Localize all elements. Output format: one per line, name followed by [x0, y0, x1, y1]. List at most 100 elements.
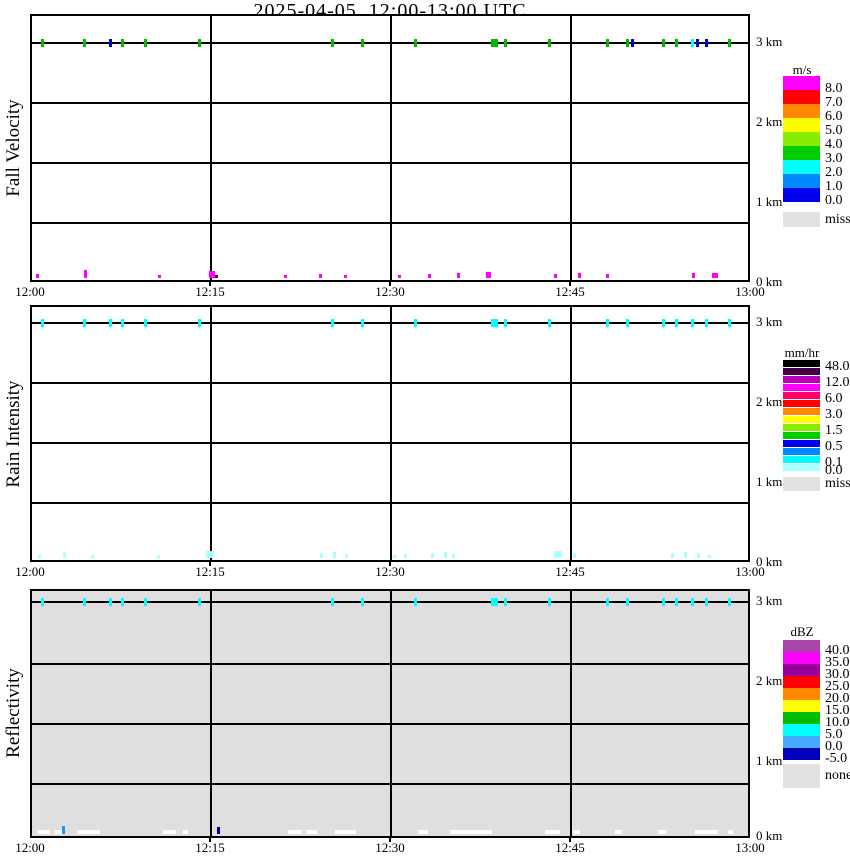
x-tick — [569, 282, 571, 286]
data-mark-3km — [728, 319, 732, 327]
colorbar-cell — [783, 368, 820, 375]
colorbar-tick-label: 0.5 — [825, 439, 843, 454]
time-tick-label: 12:30 — [375, 564, 405, 579]
data-mark-3km — [197, 39, 201, 47]
colorbar-cell — [783, 400, 820, 407]
colorbar-cell — [783, 424, 820, 431]
data-mark-0km — [393, 555, 397, 558]
data-mark-3km — [120, 319, 124, 327]
x-tick — [389, 562, 391, 566]
data-mark-3km — [728, 598, 732, 606]
gridline-1245 — [570, 16, 572, 280]
data-mark-3km — [360, 598, 364, 606]
height-tick-label: 0 km — [756, 554, 783, 569]
data-mark-0km — [284, 275, 288, 278]
gridline-1245 — [570, 307, 572, 560]
data-mark-0km — [90, 555, 94, 558]
colorbar-cell — [783, 640, 820, 652]
data-segment — [76, 830, 100, 834]
data-segment — [288, 830, 303, 834]
data-mark-3km — [662, 319, 666, 327]
height-tick-label: 0 km — [756, 274, 783, 289]
data-mark-0km — [344, 275, 348, 278]
data-mark-3km — [695, 39, 699, 47]
gridline-1215 — [210, 591, 212, 836]
data-mark-0km — [554, 274, 558, 278]
data-mark-0km — [670, 553, 674, 558]
colorbar-reflectivity: 40.0 35.0 30.0 25.0 20.0 15.0 10.0 5.0 0.0 -5.0 no… — [783, 640, 850, 790]
gridline-3km — [32, 42, 748, 44]
data-mark-0km — [605, 274, 609, 278]
height-tick-label: 2 km — [756, 673, 783, 688]
colorbar-cell — [783, 146, 820, 160]
data-segment — [306, 830, 317, 834]
data-segment — [183, 830, 189, 834]
data-mark-0km — [554, 551, 562, 558]
colorbar-tick-label: 15.0 — [825, 703, 850, 718]
time-tick-label: 13:00 — [735, 284, 765, 299]
colorbar-title-dbz: dBZ — [790, 624, 814, 639]
colorbar-cell — [783, 384, 820, 391]
data-mark-3km — [143, 319, 147, 327]
height-tick-label: 3 km — [756, 34, 783, 49]
gridline-1230 — [390, 591, 392, 836]
data-segment — [38, 830, 51, 834]
colorbar-tick-label: 10.0 — [825, 715, 850, 730]
height-tick-label: 1 km — [756, 194, 783, 209]
colorbar-missing-swatch — [783, 764, 820, 788]
height-tick-label: 1 km — [756, 474, 783, 489]
colorbar-tick-label: -5.0 — [825, 751, 848, 766]
colorbar-tick-label: 8.0 — [825, 81, 843, 96]
colorbar-tick-label: 1.0 — [825, 179, 843, 194]
gridline-h2 — [32, 442, 748, 444]
data-mark-0km — [35, 274, 39, 278]
data-mark-0km — [683, 552, 687, 558]
data-mark-3km — [197, 598, 201, 606]
colorbar-tick-label: 30.0 — [825, 667, 850, 682]
colorbar-tick-label: 35.0 — [825, 655, 850, 670]
data-mark-0km — [216, 827, 220, 834]
fall-velocity-plot — [30, 14, 750, 282]
colorbar-cell — [783, 90, 820, 104]
data-mark-0km — [573, 553, 577, 558]
data-mark-3km — [705, 319, 709, 327]
time-tick-label: 12:30 — [375, 840, 405, 855]
data-mark-0km — [707, 555, 711, 558]
data-mark-0km — [318, 274, 322, 278]
data-mark-0km — [214, 275, 218, 278]
gridline-h3 — [32, 783, 748, 785]
data-mark-3km — [548, 319, 552, 327]
data-mark-3km — [413, 598, 417, 606]
x-tick — [569, 838, 571, 842]
data-segment — [615, 830, 622, 834]
x-tick — [389, 838, 391, 842]
time-tick-label: 12:45 — [555, 564, 585, 579]
ylabel-rain-intensity: Rain Intensity — [3, 380, 24, 488]
data-mark-3km — [82, 319, 86, 327]
colorbar-cell — [783, 748, 820, 760]
gridline-h1 — [32, 382, 748, 384]
data-mark-3km — [413, 319, 417, 327]
colorbar-tick-label: 3.0 — [825, 151, 843, 166]
ylabel-fall-velocity: Fall Velocity — [3, 99, 24, 197]
colorbar-cell — [783, 700, 820, 712]
data-mark-0km — [404, 554, 408, 558]
data-mark-3km — [605, 598, 609, 606]
colorbar-cell — [783, 688, 820, 700]
data-segment — [728, 830, 734, 834]
colorbar-tick-label: 6.0 — [825, 391, 843, 406]
gridline-1230 — [390, 16, 392, 280]
reflectivity-plot — [30, 589, 750, 838]
colorbar-cell — [783, 432, 820, 439]
data-mark-0km — [156, 555, 160, 558]
data-mark-3km — [120, 39, 124, 47]
colorbar-tick-label: 0.0 — [825, 463, 843, 478]
data-mark-3km — [197, 319, 201, 327]
data-segment — [657, 830, 666, 834]
colorbar-cell — [783, 456, 820, 463]
colorbar-cell — [783, 448, 820, 455]
data-mark-0km — [209, 271, 216, 278]
data-mark-3km — [330, 39, 334, 47]
data-segment — [573, 830, 580, 834]
